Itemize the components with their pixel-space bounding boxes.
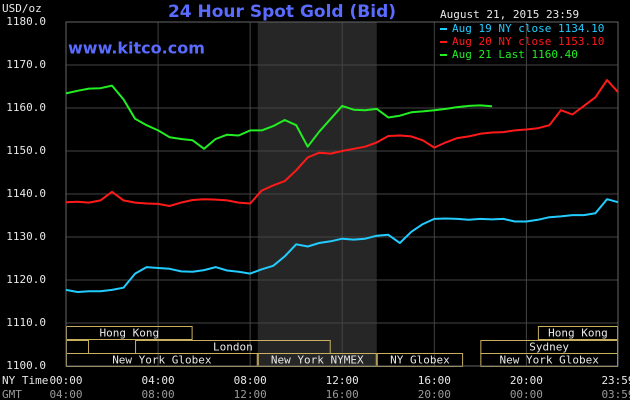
- x2-tick-label: 08:00: [142, 388, 175, 400]
- session-label: Hong Kong: [548, 327, 608, 340]
- chart-title: 24 Hour Spot Gold (Bid): [168, 2, 396, 22]
- session-label: Hong Kong: [99, 327, 159, 340]
- session-label: New York Globex: [112, 354, 212, 367]
- y-tick-label: 1100.0: [6, 359, 46, 372]
- session-label: New York NYMEX: [271, 354, 364, 367]
- legend-label: Aug 21 Last 1160.40: [452, 48, 578, 61]
- series-line: [65, 198, 619, 293]
- x2-tick-label: 12:00: [234, 388, 267, 400]
- legend-label: Aug 20 NY close 1153.10: [452, 35, 604, 48]
- x-tick-label: 16:00: [418, 374, 451, 387]
- y-axis-label: USD/oz: [2, 2, 42, 15]
- x2-tick-label: 00:00: [510, 388, 543, 400]
- y-tick-label: 1120.0: [6, 273, 46, 286]
- x2-tick-label: 03:59: [601, 388, 630, 400]
- y-tick-label: 1180.0: [6, 15, 46, 28]
- date: August 21, 2015 23:59: [440, 8, 579, 21]
- y-tick-label: 1140.0: [6, 187, 46, 200]
- series-line: [65, 79, 619, 207]
- series-line: [65, 84, 492, 150]
- x-axis-label: NY Time: [2, 374, 48, 387]
- session-label: NY Globex: [390, 354, 450, 367]
- x2-axis-label: GMT: [2, 388, 22, 400]
- y-tick-label: 1130.0: [6, 230, 46, 243]
- x2-tick-label: 20:00: [418, 388, 451, 400]
- x-tick-label: 20:00: [510, 374, 543, 387]
- x-tick-label: 04:00: [142, 374, 175, 387]
- x-tick-label: 12:00: [326, 374, 359, 387]
- x-tick-label: 00:00: [49, 374, 82, 387]
- plot-frame: [65, 21, 619, 367]
- session-label: New York Globex: [500, 354, 600, 367]
- site: www.kitco.com: [68, 39, 205, 58]
- x2-tick-label: 04:00: [49, 388, 82, 400]
- y-tick-label: 1170.0: [6, 58, 46, 71]
- plot-back: [65, 21, 619, 367]
- y-tick-label: 1160.0: [6, 101, 46, 114]
- y-tick-label: 1110.0: [6, 316, 46, 329]
- y-tick-label: 1150.0: [6, 144, 46, 157]
- legend-label: Aug 19 NY close 1134.10: [452, 22, 604, 35]
- session-label: Sydney: [529, 341, 569, 354]
- x-tick-label: 23:59: [601, 374, 630, 387]
- x2-tick-label: 16:00: [326, 388, 359, 400]
- session-label: London: [213, 341, 253, 354]
- x-tick-label: 08:00: [234, 374, 267, 387]
